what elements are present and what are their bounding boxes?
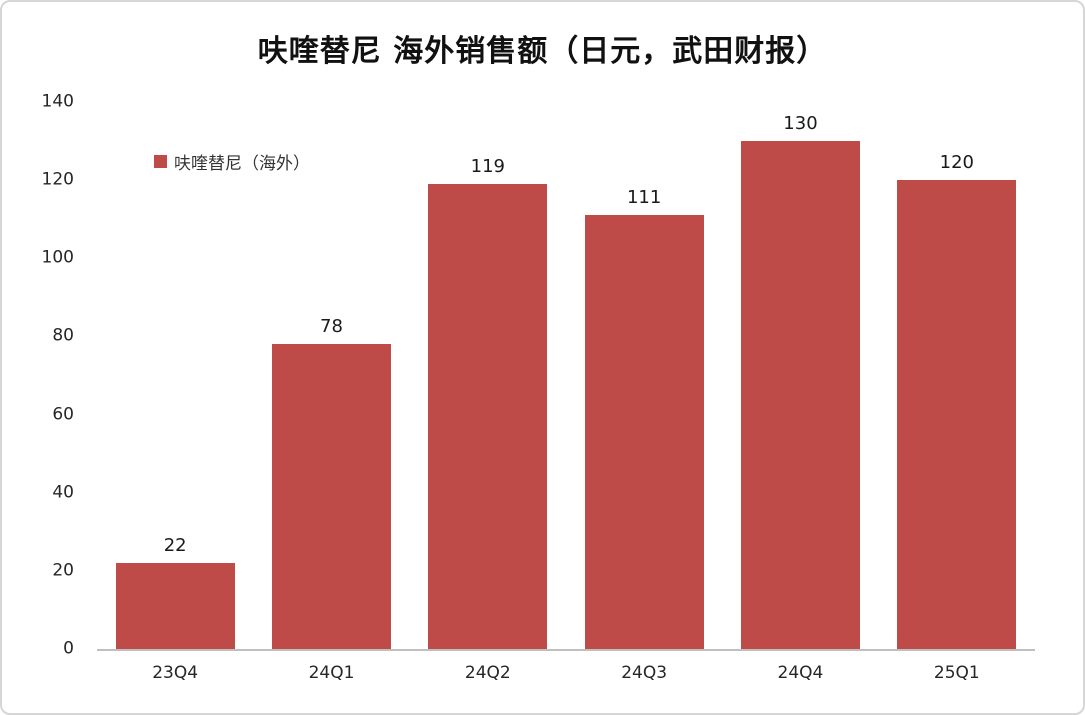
- x-axis-tick-label: 24Q3: [621, 663, 668, 683]
- y-axis-tick-label: 60: [52, 404, 74, 425]
- y-axis-tick-label: 120: [41, 169, 74, 190]
- y-axis-tick-label: 40: [52, 482, 74, 503]
- bar: [272, 344, 391, 649]
- y-axis-tick-label: 80: [52, 325, 74, 346]
- bar-value-label: 78: [320, 316, 343, 338]
- chart-title: 呋喹替尼 海外销售额（日元，武田财报）: [257, 34, 828, 69]
- x-axis-tick-label: 24Q2: [464, 663, 511, 683]
- bar-value-label: 130: [783, 113, 818, 135]
- bar-slot: 78: [253, 102, 409, 649]
- plot-area: 22 78 119 111 130 120: [97, 102, 1035, 651]
- legend-label: 呋喹替尼（海外）: [174, 154, 310, 174]
- bar-value-label: 22: [163, 535, 187, 557]
- x-axis-tick-label: 24Q4: [777, 663, 824, 683]
- y-axis-tick-label: 20: [52, 560, 74, 581]
- x-axis-tick-label: 24Q1: [308, 663, 355, 683]
- bar-slot: 22: [97, 102, 253, 649]
- legend: 呋喹替尼（海外）: [154, 149, 310, 174]
- bar-value-label: 120: [939, 152, 974, 174]
- y-axis: 0 20 40 60 80 100 120 140: [2, 93, 80, 657]
- bar: [741, 141, 860, 649]
- bar: [115, 563, 235, 649]
- bar-value-label: 119: [470, 156, 505, 178]
- x-axis: 23Q4 24Q1 24Q2 24Q3 24Q4 25Q1: [97, 663, 1035, 683]
- bar-slot: 130: [722, 102, 878, 649]
- x-axis-tick-label: 23Q4: [152, 663, 199, 683]
- bar-slot: 119: [410, 102, 566, 649]
- y-axis-tick-label: 140: [41, 91, 74, 112]
- legend-swatch: [154, 155, 167, 168]
- bar-slot: 111: [566, 102, 722, 649]
- bar-value-label: 111: [626, 187, 662, 209]
- y-axis-tick-label: 0: [63, 638, 74, 659]
- x-axis-tick-label: 25Q1: [933, 663, 980, 683]
- bar: [584, 215, 704, 649]
- bar: [897, 180, 1017, 649]
- bar-slot: 120: [879, 102, 1035, 649]
- y-axis-tick-label: 100: [41, 247, 74, 268]
- bar: [428, 184, 548, 649]
